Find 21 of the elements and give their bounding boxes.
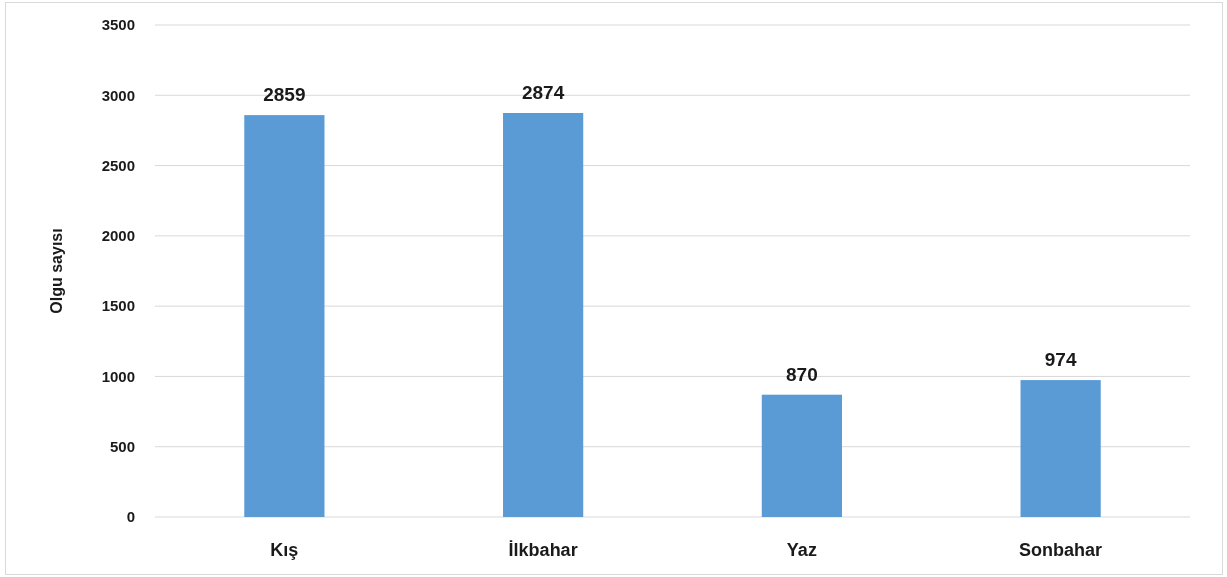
bar (1020, 380, 1101, 517)
y-tick-label: 0 (126, 508, 135, 526)
data-label: 870 (786, 363, 818, 385)
data-label: 974 (1044, 349, 1077, 371)
bar (244, 115, 325, 517)
bar (761, 394, 842, 517)
y-tick-label: 1000 (101, 367, 135, 385)
x-tick-label: Sonbahar (1019, 540, 1103, 560)
data-label: 2874 (521, 82, 565, 103)
bar (503, 113, 584, 517)
data-label: 2859 (263, 84, 306, 106)
y-tick-label: 3500 (101, 16, 135, 34)
x-tick-label: Yaz (786, 540, 817, 560)
y-tick-label: 500 (109, 437, 135, 455)
y-tick-label: 1500 (101, 297, 135, 315)
x-tick-label: İlkbahar (508, 540, 578, 560)
y-tick-label: 2500 (101, 156, 135, 174)
x-tick-label: Kış (270, 540, 299, 560)
y-tick-label: 3000 (101, 86, 135, 104)
y-tick-label: 2000 (101, 227, 135, 245)
y-axis-title: Olgu sayısı (48, 228, 65, 314)
